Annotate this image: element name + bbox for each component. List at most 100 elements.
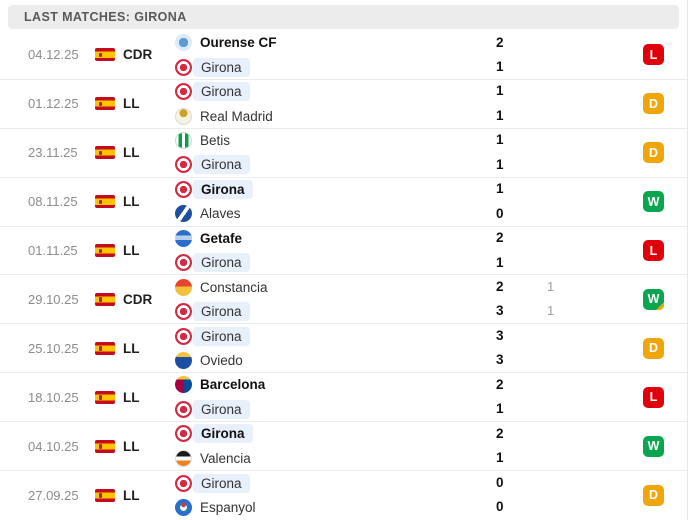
team-name[interactable]: Girona — [193, 253, 250, 273]
competition: CDR — [95, 47, 175, 62]
secondary-scores — [547, 79, 643, 128]
competition: CDR — [95, 292, 175, 307]
match-row[interactable]: 25.10.25 LL Girona Oviedo 3 3 D — [0, 324, 687, 374]
team-name[interactable]: Constancia — [200, 279, 268, 295]
team-name[interactable]: Real Madrid — [200, 108, 273, 124]
final-scores: 3 3 — [496, 324, 547, 373]
result-badge: W — [643, 191, 664, 213]
teams: Ourense CF Girona — [175, 31, 496, 80]
away-score: 1 — [496, 58, 504, 74]
girona-logo-icon — [175, 425, 192, 443]
result-badge: W — [643, 435, 664, 457]
match-date: 18.10.25 — [28, 389, 79, 405]
espanyol-logo-icon — [175, 499, 192, 517]
match-row[interactable]: 04.10.25 LL Girona Valencia 2 1 W — [0, 422, 687, 472]
match-row[interactable]: 29.10.25 CDR Constancia Girona 2 3 1 1 W — [0, 275, 687, 325]
team-name[interactable]: Barcelona — [200, 377, 266, 393]
final-scores: 1 1 — [496, 128, 547, 177]
match-row[interactable]: 18.10.25 LL Barcelona Girona 2 1 L — [0, 373, 687, 423]
girona-logo-icon — [175, 327, 192, 345]
away-score: 0 — [496, 499, 504, 515]
team-name[interactable]: Girona — [193, 302, 250, 322]
match-row[interactable]: 01.11.25 LL Getafe Girona 2 1 L — [0, 226, 687, 276]
competition: LL — [95, 488, 175, 503]
alaves-logo-icon — [175, 205, 192, 223]
match-date: 04.10.25 — [28, 438, 79, 454]
match-row[interactable]: 23.11.25 LL Betis Girona 1 1 D — [0, 128, 687, 178]
spain-flag-icon — [95, 488, 115, 502]
secondary-scores — [547, 471, 643, 520]
team-name[interactable]: Oviedo — [200, 352, 243, 368]
home-team-line: Girona — [175, 422, 496, 446]
team-name[interactable]: Girona — [193, 326, 250, 346]
home-secondary-score — [547, 373, 643, 397]
result-badge: L — [643, 386, 664, 408]
home-secondary-score — [547, 324, 643, 348]
home-score: 1 — [496, 83, 504, 99]
away-team-line: Girona — [175, 55, 496, 79]
away-score: 3 — [496, 352, 504, 368]
home-team-line: Betis — [175, 128, 496, 152]
final-scores: 0 0 — [496, 471, 547, 520]
result-badge: D — [643, 93, 664, 115]
team-name[interactable]: Girona — [193, 57, 250, 77]
team-name[interactable]: Girona — [193, 179, 253, 199]
match-row[interactable]: 27.09.25 LL Girona Espanyol 0 0 D — [0, 471, 687, 520]
match-date: 01.12.25 — [28, 96, 79, 112]
secondary-scores: 1 1 — [547, 275, 643, 324]
competition-code: CDR — [123, 291, 153, 307]
away-secondary-score — [547, 397, 643, 421]
ourense-logo-icon — [175, 34, 192, 52]
home-score: 2 — [496, 230, 504, 246]
away-score: 0 — [496, 205, 504, 221]
team-name[interactable]: Valencia — [200, 450, 251, 466]
result-badge: L — [643, 44, 664, 66]
spain-flag-icon — [95, 341, 115, 355]
home-team-line: Constancia — [175, 275, 496, 299]
competition-code: CDR — [123, 47, 153, 63]
team-name[interactable]: Espanyol — [200, 500, 256, 516]
team-name[interactable]: Ourense CF — [200, 35, 277, 51]
girona-logo-icon — [175, 156, 192, 174]
match-row[interactable]: 08.11.25 LL Girona Alaves 1 0 W — [0, 177, 687, 227]
girona-logo-icon — [175, 180, 192, 198]
final-scores: 2 1 — [496, 373, 547, 422]
team-name[interactable]: Girona — [193, 82, 250, 102]
barcelona-logo-icon — [175, 376, 192, 394]
getafe-logo-icon — [175, 229, 192, 247]
home-score: 2 — [496, 279, 504, 295]
team-name[interactable]: Girona — [193, 473, 250, 493]
away-team-line: Real Madrid — [175, 104, 496, 128]
teams: Girona Real Madrid — [175, 79, 496, 128]
section-header: LAST MATCHES: GIRONA — [8, 5, 679, 29]
team-name[interactable]: Girona — [193, 155, 250, 175]
home-team-line: Girona — [175, 177, 496, 201]
match-date: 08.11.25 — [28, 194, 78, 210]
result-badge: D — [643, 337, 664, 359]
home-secondary-score — [547, 31, 643, 55]
competition-code: LL — [123, 487, 140, 503]
away-team-line: Girona — [175, 153, 496, 177]
away-team-line: Girona — [175, 397, 496, 421]
team-name[interactable]: Betis — [200, 133, 231, 149]
competition-code: LL — [123, 145, 140, 161]
betis-logo-icon — [175, 132, 192, 150]
team-name[interactable]: Alaves — [200, 206, 241, 222]
match-row[interactable]: 04.12.25 CDR Ourense CF Girona 2 1 L — [0, 31, 687, 80]
spain-flag-icon — [95, 48, 115, 62]
away-team-line: Alaves — [175, 202, 496, 226]
team-name[interactable]: Getafe — [200, 230, 243, 246]
away-team-line: Girona — [175, 251, 496, 275]
away-team-line: Valencia — [175, 446, 496, 470]
match-row[interactable]: 01.12.25 LL Girona Real Madrid 1 1 D — [0, 79, 687, 129]
away-team-line: Girona — [175, 299, 496, 323]
team-name[interactable]: Girona — [193, 399, 250, 419]
teams: Betis Girona — [175, 128, 496, 177]
away-team-line: Oviedo — [175, 348, 496, 372]
secondary-scores — [547, 226, 643, 275]
girona-logo-icon — [175, 254, 192, 272]
team-name[interactable]: Girona — [193, 424, 253, 444]
spain-flag-icon — [95, 244, 115, 257]
competition: LL — [95, 439, 175, 454]
